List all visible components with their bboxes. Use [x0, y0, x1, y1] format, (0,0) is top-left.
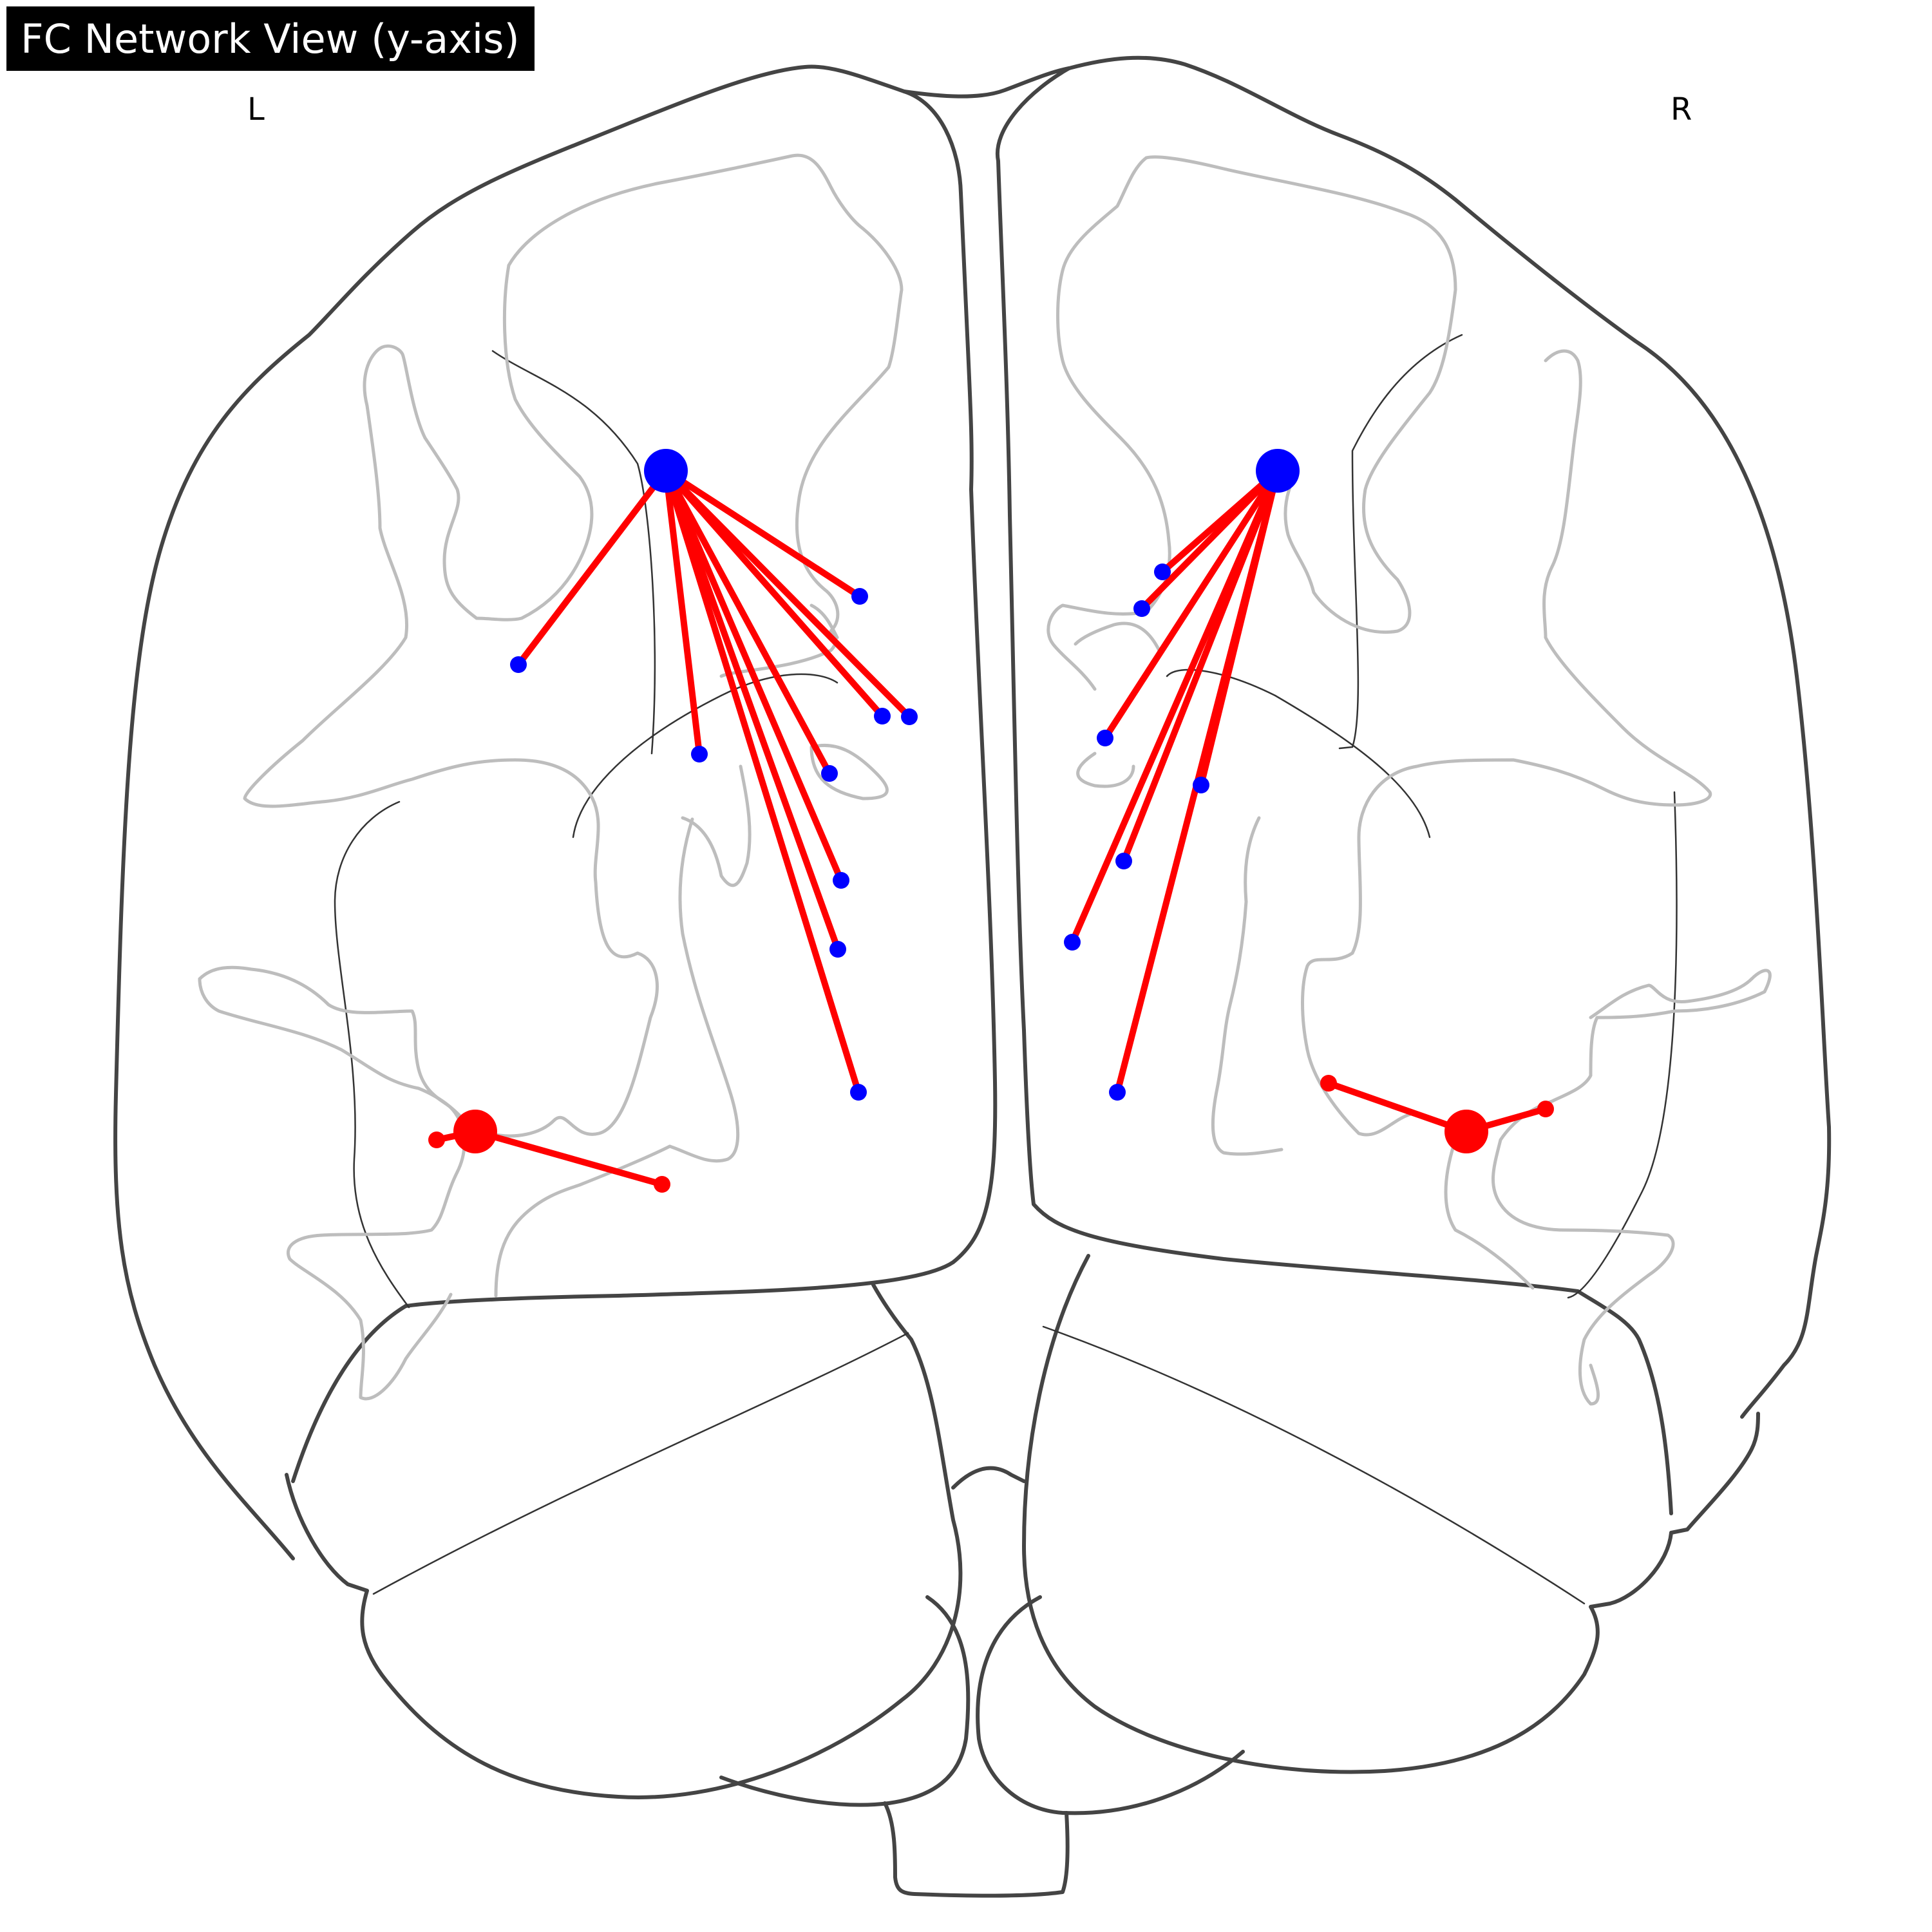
network-node — [1320, 1075, 1337, 1092]
network-node — [1193, 777, 1209, 793]
network-node — [901, 708, 918, 725]
network-nodes — [428, 449, 1554, 1193]
connection-edge — [663, 468, 833, 777]
network-node — [1109, 1084, 1126, 1101]
connection-edge — [1069, 468, 1281, 945]
network-node — [1115, 853, 1132, 869]
connection-edge — [663, 468, 913, 720]
connection-edge — [663, 468, 844, 884]
view-title: FC Network View (y-axis) — [21, 15, 520, 62]
cortical-gyri — [198, 153, 1772, 1406]
hub-left-lower — [453, 1110, 497, 1153]
network-node — [1097, 730, 1113, 746]
connection-edge — [1102, 468, 1281, 741]
connection-edge — [663, 468, 841, 952]
network-node — [654, 1176, 670, 1193]
network-node — [874, 708, 891, 724]
connection-edge — [663, 468, 703, 757]
network-node — [850, 1084, 867, 1101]
network-node — [510, 656, 527, 673]
network-node — [1064, 934, 1081, 951]
network-node — [829, 941, 846, 958]
network-node — [691, 746, 708, 762]
network-node — [428, 1132, 445, 1148]
connection-edge — [663, 468, 862, 1095]
brain-outline — [113, 55, 1832, 1560]
hub-left-upper — [644, 449, 688, 493]
connectivity-edges — [433, 468, 1549, 1188]
title-banner: FC Network View (y-axis) — [6, 6, 535, 71]
network-node — [1154, 564, 1171, 580]
connection-edge — [1325, 1080, 1470, 1135]
hub-right-upper — [1256, 449, 1300, 493]
connection-edge — [472, 1128, 665, 1188]
cerebellum-outline — [285, 1254, 1760, 1898]
connection-edge — [515, 468, 669, 668]
network-node — [1537, 1101, 1554, 1117]
network-node — [833, 872, 849, 889]
network-node — [1133, 600, 1150, 617]
network-node — [851, 588, 868, 605]
network-node — [821, 765, 838, 782]
connection-edge — [663, 468, 863, 600]
hemisphere-right-label: R — [1671, 91, 1692, 128]
internal-boundaries — [334, 334, 1678, 1309]
hemisphere-left-label: L — [247, 91, 265, 128]
connection-edge — [1139, 468, 1281, 612]
hub-right-lower — [1444, 1110, 1488, 1153]
